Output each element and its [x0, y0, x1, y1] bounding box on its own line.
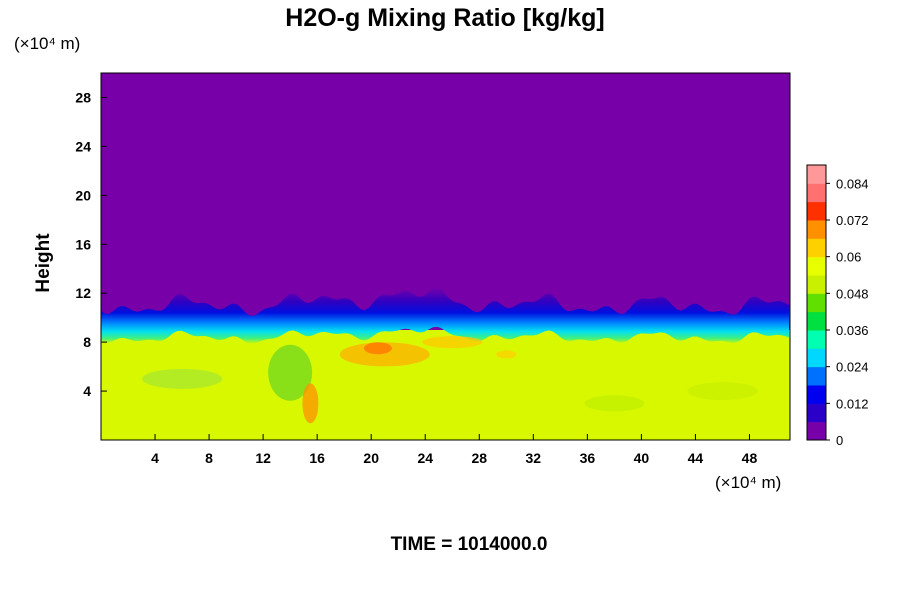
colorbar-segment [807, 165, 826, 184]
x-tick-label: 16 [309, 450, 325, 466]
colorbar-segment [807, 311, 826, 331]
x-axis: 4 8 12 16 20 24 28 32 36 40 44 48 [151, 434, 757, 466]
colorbar-tick-label: 0.012 [836, 396, 869, 411]
moist-lower-region [101, 330, 790, 440]
x-unit-label: (×10⁴ m) [715, 473, 781, 492]
x-tick-label: 32 [526, 450, 542, 466]
x-tick-label: 4 [151, 450, 159, 466]
y-tick-label: 16 [75, 236, 91, 252]
moisture-patch [268, 344, 313, 401]
colorbar-tick-label: 0.024 [836, 360, 869, 375]
colorbar-segment [807, 293, 826, 313]
moisture-patch [339, 342, 430, 367]
heatmap-field [101, 73, 790, 440]
moisture-patch [584, 395, 645, 412]
colorbar-segment [807, 220, 826, 239]
x-tick-label: 28 [471, 450, 487, 466]
x-tick-label: 12 [255, 450, 271, 466]
y-tick-label: 20 [75, 187, 91, 203]
colorbar-segment [807, 238, 826, 258]
moisture-patches [142, 336, 758, 424]
x-tick-label: 48 [742, 450, 758, 466]
moisture-patch [302, 383, 319, 424]
time-label: TIME = 1014000.0 [391, 534, 548, 555]
y-tick-label: 8 [83, 334, 91, 350]
chart-title: H2O-g Mixing Ratio [kg/kg] [285, 4, 604, 32]
colorbar-frame [806, 164, 827, 441]
x-tick-label: 20 [363, 450, 379, 466]
colorbar-tick-label: 0.084 [836, 176, 869, 191]
moisture-patch [363, 342, 392, 355]
plot-frame [100, 72, 791, 441]
moisture-interface [101, 287, 789, 344]
x-tick-label: 36 [580, 450, 596, 466]
colorbar-segment [807, 366, 826, 386]
colorbar-segment [807, 183, 826, 203]
colorbar-segment [807, 403, 826, 423]
y-unit-label: (×10⁴ m) [14, 34, 80, 53]
colorbar-segment [807, 385, 826, 404]
colorbar-tick-label: 0.036 [836, 323, 869, 338]
colorbar-tick-label: 0.06 [836, 250, 861, 265]
colorbar-segment [807, 256, 826, 276]
colorbar: 0 0.012 0.024 0.036 0.048 0.06 0.072 0.084 [806, 164, 869, 448]
x-tick-label: 44 [688, 450, 704, 466]
colorbar-segment [807, 421, 826, 441]
y-axis: 4 8 12 16 20 24 28 [75, 89, 107, 399]
y-tick-label: 4 [83, 383, 91, 399]
y-tick-label: 24 [75, 138, 91, 154]
colorbar-tick-label: 0.048 [836, 286, 869, 301]
colorbar-segment [807, 330, 826, 349]
moisture-patch [496, 350, 517, 359]
colorbar-segment [807, 201, 826, 221]
x-tick-label: 40 [634, 450, 650, 466]
colorbar-tick-label: 0 [836, 433, 843, 448]
colorbar-segment [807, 348, 826, 368]
x-tick-label: 24 [417, 450, 433, 466]
moisture-patch [422, 336, 483, 349]
y-tick-label: 28 [75, 89, 91, 105]
colorbar-segment [807, 275, 826, 294]
moisture-patch [687, 382, 758, 401]
y-tick-label: 12 [75, 285, 91, 301]
x-tick-label: 8 [205, 450, 213, 466]
y-axis-label: Height [33, 233, 54, 293]
colorbar-tick-label: 0.072 [836, 213, 869, 228]
moisture-patch [142, 368, 223, 389]
